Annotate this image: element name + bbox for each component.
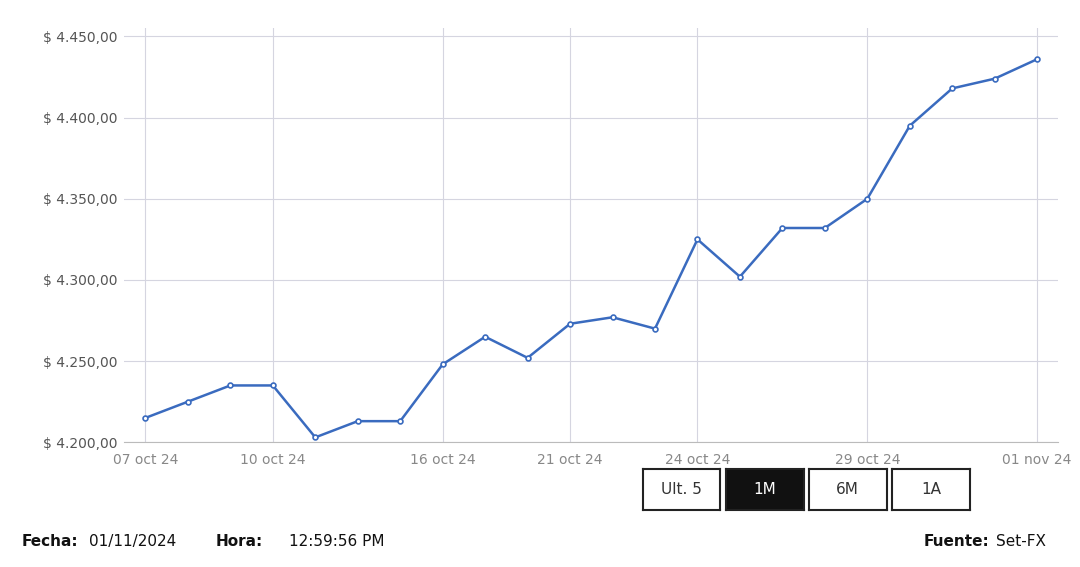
Text: 1A: 1A	[921, 483, 941, 497]
Text: 1M: 1M	[753, 483, 777, 497]
Text: 6M: 6M	[836, 483, 860, 497]
Text: Set-FX: Set-FX	[996, 534, 1045, 549]
Text: Fecha:: Fecha:	[22, 534, 78, 549]
Text: 12:59:56 PM: 12:59:56 PM	[289, 534, 384, 549]
Text: 01/11/2024: 01/11/2024	[89, 534, 176, 549]
Text: Ult. 5: Ult. 5	[661, 483, 702, 497]
Text: Hora:: Hora:	[216, 534, 264, 549]
Text: Fuente:: Fuente:	[923, 534, 989, 549]
